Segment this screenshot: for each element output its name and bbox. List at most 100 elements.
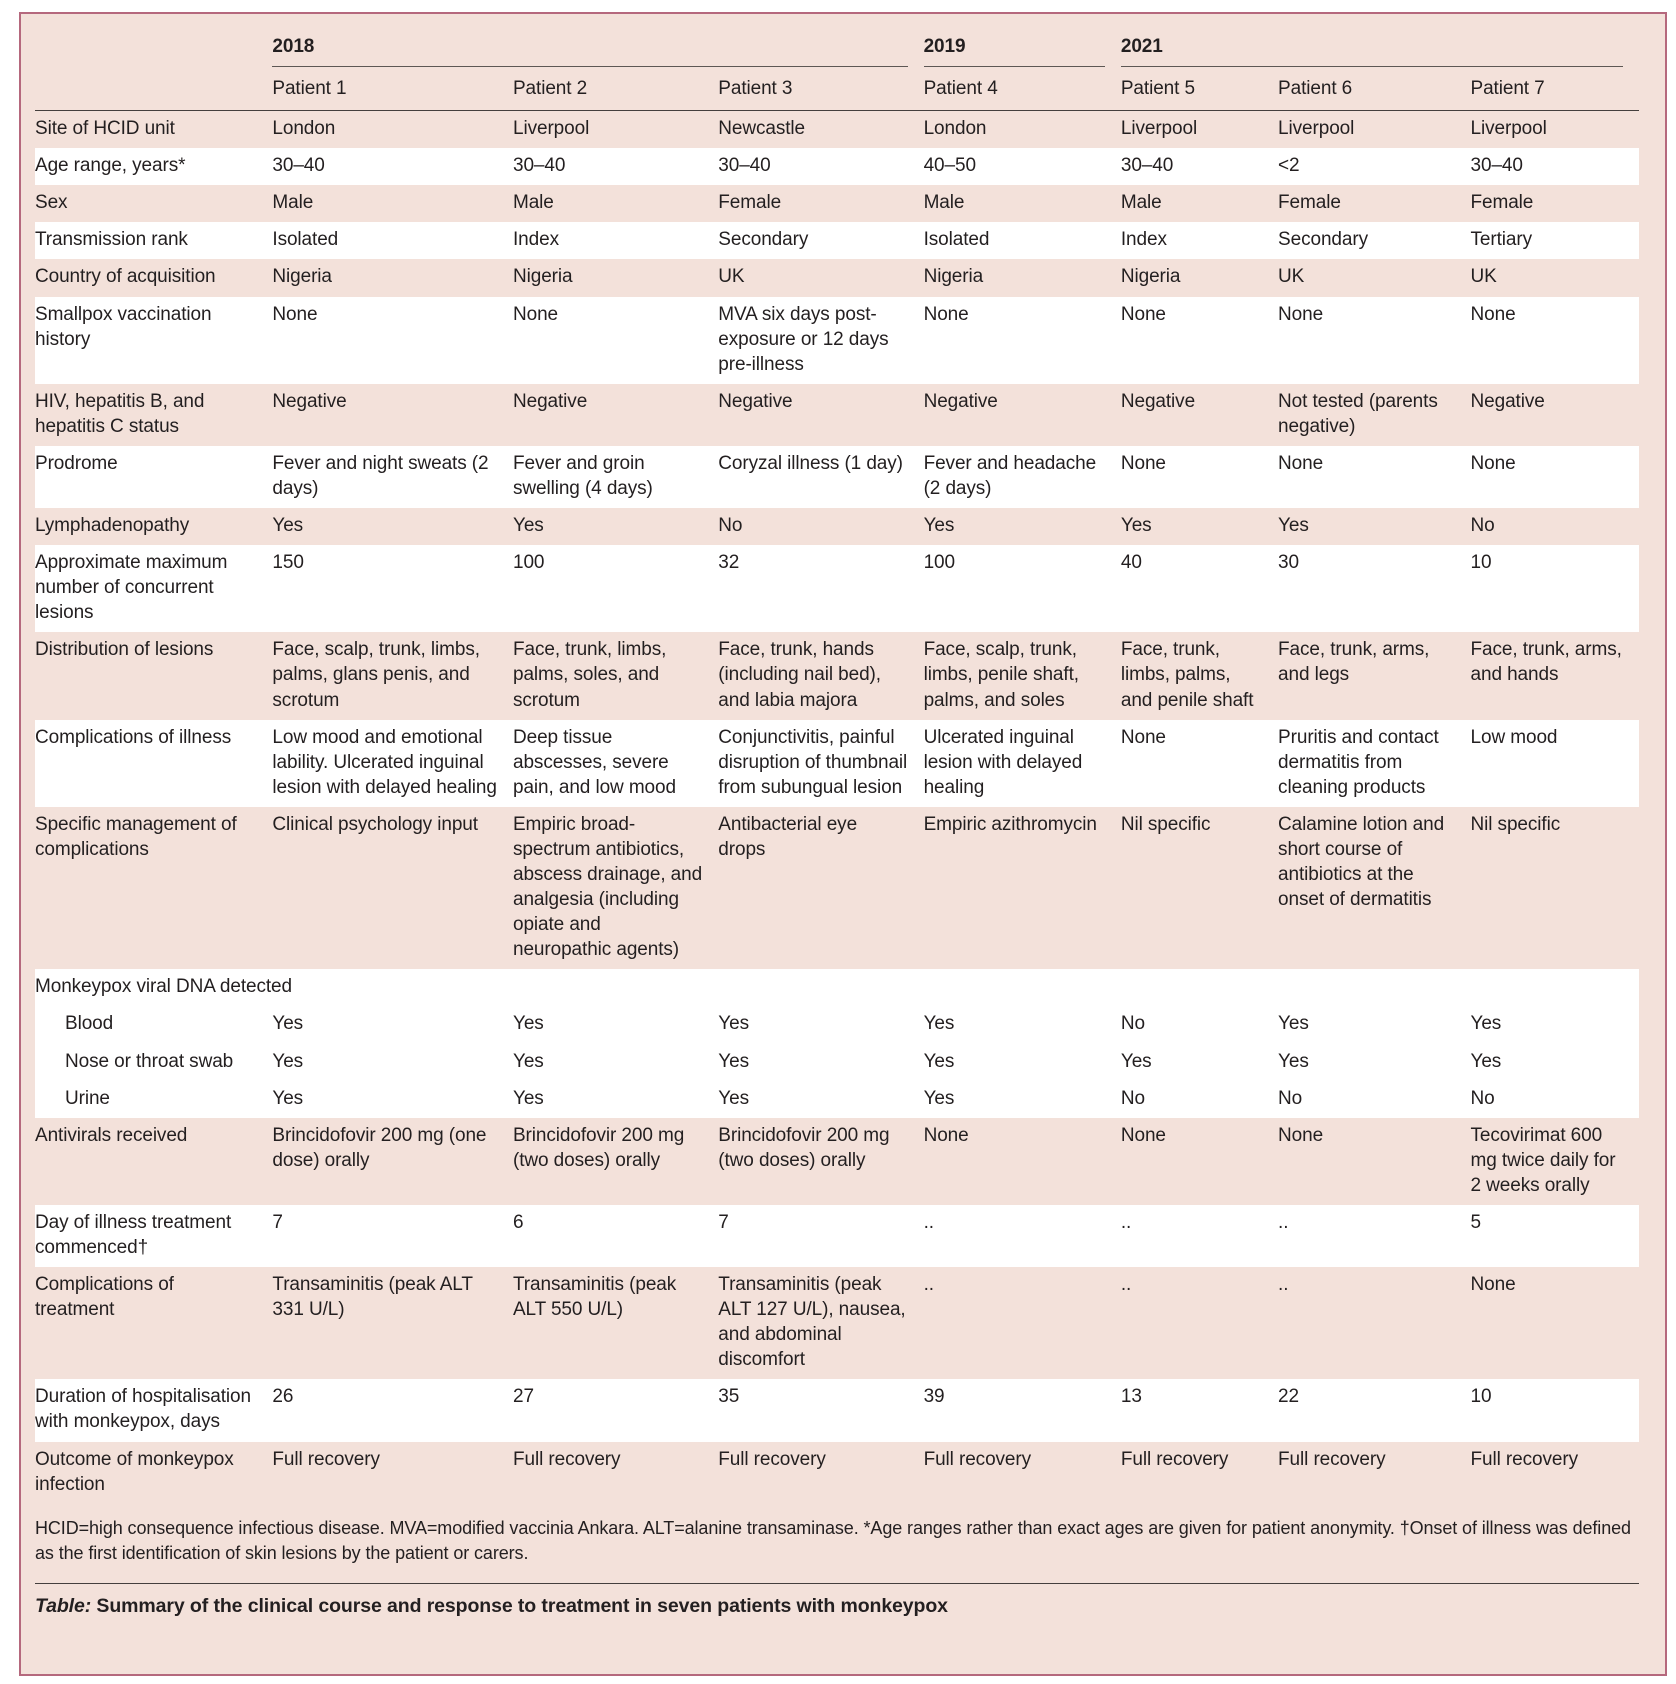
cell-value: Yes [272,515,304,537]
row-label: Specific management of complications [35,813,237,860]
table-row: Antivirals received Brincidofovir 200 mg … [35,1118,1639,1205]
cell-value: Yes [923,1087,955,1109]
row-label: Complications of illness [35,726,232,748]
table-row: Country of acquisition Nigeria Nigeria UK Ni… [35,259,1639,296]
cell-value: Male [272,192,314,214]
caption-prefix: Table: [35,1594,92,1617]
patient-header: Patient 4 [923,67,1121,112]
table-footnote: HCID=high consequence infectious disease… [35,1517,1631,1564]
cell-value: Clinical psychology input [272,813,478,835]
cell-value: 32 [718,552,740,574]
row-label: Outcome of monkeypox infection [35,1448,234,1495]
cell-value: Nil specific [1120,813,1211,835]
patient-header: Patient 1 [272,67,513,112]
cell-value: Female [1470,192,1534,214]
cell-value: None [1120,452,1166,474]
patients-table: 2018 2019 2021 Patient 1 Patient 2 Patie… [35,28,1639,1504]
cell-value: Liverpool [1470,118,1547,140]
cell-value: Full recovery [1120,1448,1229,1470]
cell-value: Calamine lotion and short course of anti… [1278,813,1445,911]
cell-value: Face, scalp, trunk, limbs, penile shaft,… [923,639,1079,711]
patient-header-spacer [35,67,273,112]
cell-value: 35 [718,1386,740,1408]
row-label: Prodrome [35,452,118,474]
cell-value: UK [718,266,745,288]
cell-value: Yes [512,1050,544,1072]
cell-value: Isolated [272,229,339,251]
table-row: Complications of illness Low mood and emo… [35,719,1639,807]
cell-value: 30–40 [718,155,771,177]
cell-value: Yes [718,1013,749,1035]
cell-value: Yes [923,515,955,537]
cell-value: Liverpool [1120,118,1198,140]
cell-value: None [1470,452,1516,474]
cell-value: Newcastle [718,118,806,140]
cell-value: Yes [272,1087,304,1109]
row-label: Duration of hospitalisation with monkeyp… [35,1386,251,1433]
year-label: 2021 [1120,28,1623,68]
table-row: Monkeypox viral DNA detected [35,969,1639,1007]
cell-value: Negative [718,390,793,412]
cell-value: None [923,303,969,325]
cell-value: Negative [1120,390,1196,412]
cell-value: Male [923,192,965,214]
table-row: Sex Male Male Female Male Male Female Female [35,185,1639,222]
cell-value: 100 [512,552,545,574]
cell-value: None [1120,303,1166,325]
cell-value: None [1120,1124,1166,1146]
cell-value: 40–50 [923,155,976,177]
cell-value: No [1120,1087,1145,1109]
cell-value: No [1120,1013,1145,1035]
year-label: 2019 [923,28,1105,68]
cell-value: Male [512,192,554,214]
table-body: Site of HCID unit London Liverpool Newcastl… [35,111,1639,1504]
cell-value: Not tested (parents negative) [1278,390,1438,437]
cell-value: Index [512,229,559,251]
cell-value: Tecovirimat 600 mg twice daily for 2 wee… [1470,1124,1616,1196]
cell-value: Nigeria [512,266,573,288]
cell-value: Isolated [923,229,990,251]
row-label: Sex [35,192,68,214]
cell-value: Yes [512,1013,544,1035]
lancet-table-figure: 2018 2019 2021 Patient 1 Patient 2 Patie… [19,12,1667,1676]
cell-value: Transaminitis (peak ALT 127 U/L), nausea… [718,1274,906,1371]
patient-header: Patient 7 [1470,67,1639,112]
cell-value: 26 [272,1386,294,1408]
cell-value: Tertiary [1470,229,1533,251]
year-header-2019: 2019 [923,28,1121,68]
year-header-row: 2018 2019 2021 [35,28,1639,68]
cell-value: Negative [923,390,998,412]
cell-value: 13 [1120,1386,1142,1408]
cell-value: <2 [1278,155,1300,177]
cell-value: Yes [1120,1050,1152,1072]
cell-value: Transaminitis (peak ALT 550 U/L) [512,1274,677,1321]
cell-value: Liverpool [512,118,590,140]
cell-value: Yes [718,1050,749,1072]
cell-value: Negative [1470,390,1545,412]
cell-value: Negative [512,390,588,412]
cell-value: Nigeria [1120,266,1181,288]
cell-value: Brincidofovir 200 mg (two doses) orally [512,1124,685,1171]
cell-value: 30–40 [1470,155,1523,177]
cell-value: London [272,118,336,140]
cell-value: Nigeria [272,266,332,288]
cell-value: .. [1120,1211,1132,1233]
cell-value: Male [1120,192,1162,214]
cell-value: Antibacterial eye drops [718,813,858,860]
cell-value: Transaminitis (peak ALT 331 U/L) [272,1274,473,1321]
cell-value: Deep tissue abscesses, severe pain, and … [512,726,676,798]
cell-value: Face, trunk, limbs, palms, and penile sh… [1120,639,1254,711]
cell-value: Liverpool [1278,118,1355,140]
table-row: Nose or throat swab Yes Yes Yes Yes Yes Yes Yes [35,1043,1639,1081]
cell-value: Nil specific [1470,813,1561,835]
cell-value: Yes [1278,1013,1309,1035]
cell-value: 30–40 [272,155,325,177]
cell-value: None [512,303,559,325]
cell-value: 7 [718,1211,729,1233]
cell-value: .. [923,1211,934,1233]
table-header: 2018 2019 2021 Patient 1 Patient 2 Patie… [35,28,1639,112]
cell-value: None [1278,452,1324,474]
patient-header: Patient 3 [718,67,924,112]
cell-value: Face, scalp, trunk, limbs, palms, glans … [272,639,480,711]
table-row: Approximate maximum number of concurrent… [35,545,1639,633]
